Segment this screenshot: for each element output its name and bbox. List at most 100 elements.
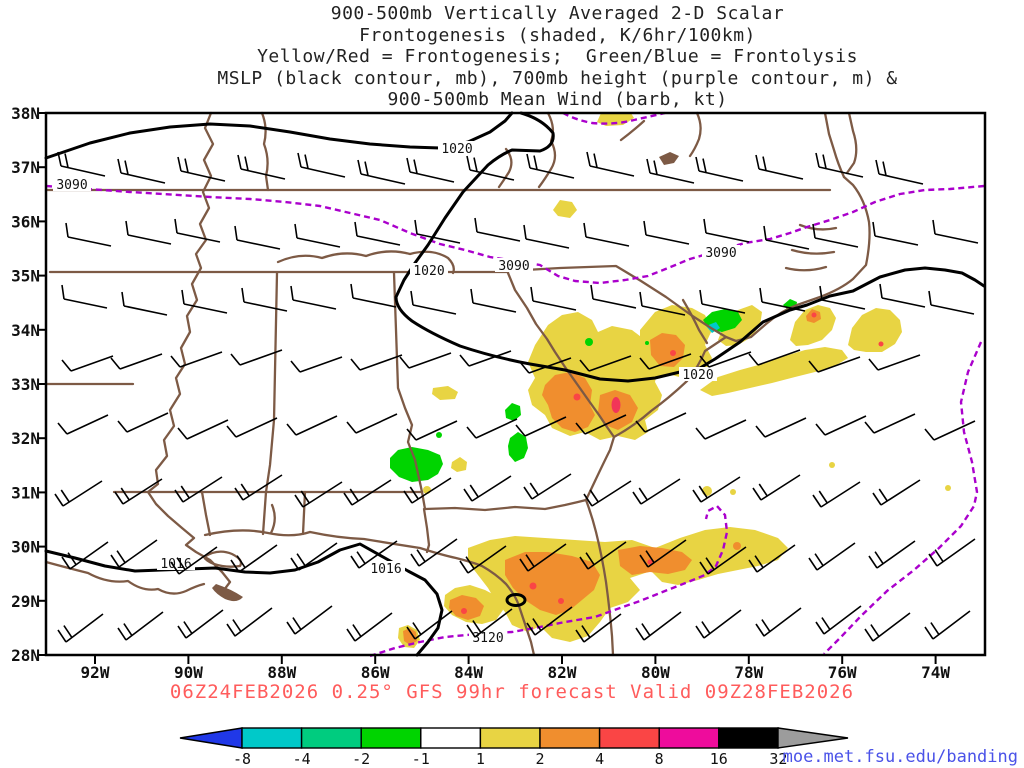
wind-barb bbox=[294, 481, 343, 508]
contour-label-mask bbox=[367, 561, 405, 575]
colorbar-tick-label: -4 bbox=[293, 750, 311, 768]
wind-barb bbox=[519, 357, 572, 374]
contour-label: 3090 bbox=[56, 178, 87, 193]
wind-barb bbox=[234, 225, 281, 250]
colorbar-tick-label: 4 bbox=[595, 750, 604, 768]
wind-barb bbox=[181, 289, 228, 314]
wind-barb bbox=[928, 290, 975, 315]
wind-barb bbox=[583, 222, 630, 247]
wind-barb bbox=[924, 610, 971, 640]
wind-barb bbox=[755, 154, 804, 180]
wind-barb bbox=[354, 221, 401, 246]
wind-barb bbox=[635, 611, 682, 641]
lon-label: 74W bbox=[921, 663, 950, 682]
wind-barb bbox=[290, 542, 338, 571]
wind-barb bbox=[61, 284, 108, 309]
wind-barb bbox=[57, 414, 109, 435]
colorbar-segment bbox=[360, 727, 422, 749]
wind-barb bbox=[241, 287, 288, 312]
wind-barb bbox=[114, 478, 163, 505]
wind-barb bbox=[812, 481, 861, 508]
wind-barb bbox=[65, 222, 112, 247]
contour-label-mask bbox=[438, 141, 476, 155]
wind-barb bbox=[290, 285, 337, 310]
wind-barb bbox=[410, 290, 457, 315]
title-line-1: 900-500mb Vertically Averaged 2-D Scalar bbox=[330, 3, 785, 24]
lat-label: 33N bbox=[11, 375, 40, 394]
wind-barb bbox=[812, 223, 859, 248]
colorbar-right-arrow bbox=[777, 727, 849, 749]
wind-barb bbox=[579, 541, 627, 570]
wind-barb bbox=[125, 220, 172, 245]
wind-barb bbox=[586, 151, 635, 177]
lon-label: 76W bbox=[828, 663, 857, 682]
wind-barb bbox=[226, 417, 278, 438]
wind-barb bbox=[403, 477, 452, 504]
lon-label: 88W bbox=[267, 663, 296, 682]
colorbar-tick-label: 16 bbox=[710, 750, 728, 768]
lat-label: 35N bbox=[11, 267, 40, 286]
wind-barb bbox=[346, 612, 393, 642]
lat-label: 30N bbox=[11, 538, 40, 557]
wind-barb bbox=[695, 156, 744, 182]
wind-barb bbox=[350, 354, 403, 371]
site-url-link[interactable]: moe.met.fsu.edu/banding bbox=[782, 747, 1018, 767]
wind-barb bbox=[808, 542, 856, 571]
wind-barb bbox=[474, 217, 521, 242]
lat-label: 36N bbox=[11, 212, 40, 231]
wind-barb bbox=[523, 473, 572, 500]
wind-barb bbox=[350, 283, 397, 308]
wind-barb bbox=[639, 539, 687, 568]
wind-barb bbox=[61, 355, 114, 372]
colorbar-segment bbox=[420, 727, 482, 749]
lon-label: 92W bbox=[81, 663, 110, 682]
wind-barb bbox=[872, 479, 921, 506]
wind-barb bbox=[177, 609, 224, 639]
wind-barb bbox=[864, 612, 911, 642]
wind-barb bbox=[755, 417, 807, 438]
lon-label: 82W bbox=[548, 663, 577, 682]
wind-barb bbox=[470, 288, 517, 313]
contour-label: 1016 bbox=[370, 562, 401, 577]
wind-barb bbox=[110, 539, 158, 568]
colorbar-segment bbox=[658, 727, 720, 749]
wind-barb bbox=[177, 419, 229, 440]
wind-barb bbox=[346, 413, 398, 434]
wind-barb bbox=[519, 543, 567, 572]
wind-barb bbox=[466, 608, 513, 638]
lat-label: 28N bbox=[11, 646, 40, 665]
colorbar-tick-label: 2 bbox=[535, 750, 544, 768]
map-frame bbox=[37, 111, 987, 664]
lon-label: 84W bbox=[454, 663, 483, 682]
contour-label-mask bbox=[679, 367, 717, 381]
title-line-3: Yellow/Red = Frontogenesis; Green/Blue =… bbox=[257, 46, 858, 67]
wind-barb bbox=[583, 480, 632, 507]
contour-label-mask bbox=[53, 177, 91, 191]
wind-barb bbox=[463, 475, 512, 502]
colorbar-segment bbox=[718, 727, 780, 749]
colorbar-tick-label: 1 bbox=[476, 750, 485, 768]
lat-label: 29N bbox=[11, 592, 40, 611]
wind-barb bbox=[703, 218, 750, 243]
forecast-valid-text: 06Z24FEB2026 0.25° GFS 99hr forecast Val… bbox=[169, 681, 855, 703]
height-contours-700mb bbox=[45, 111, 985, 658]
lat-label: 32N bbox=[11, 429, 40, 448]
wind-barb bbox=[117, 158, 166, 184]
wind-barb bbox=[110, 353, 163, 370]
title-line-5: 900-500mb Mean Wind (barb, kt) bbox=[387, 89, 728, 110]
title-line-2: Frontogenesis (shaded, K/6hr/100km) bbox=[359, 24, 756, 46]
colorbar-legend: -8 -4 -2 -1 1 2 4 8 16 32 bbox=[179, 727, 849, 768]
wind-barb bbox=[928, 538, 976, 567]
wind-barb bbox=[117, 611, 164, 641]
colorbar-tick-label: 8 bbox=[655, 750, 664, 768]
wind-barb bbox=[815, 152, 864, 178]
wind-barb bbox=[879, 283, 926, 308]
wind-barbs bbox=[54, 151, 979, 643]
contour-label-mask bbox=[410, 263, 448, 277]
wind-barb bbox=[748, 544, 796, 573]
wind-barb bbox=[695, 609, 742, 639]
wind-barb bbox=[174, 476, 223, 503]
